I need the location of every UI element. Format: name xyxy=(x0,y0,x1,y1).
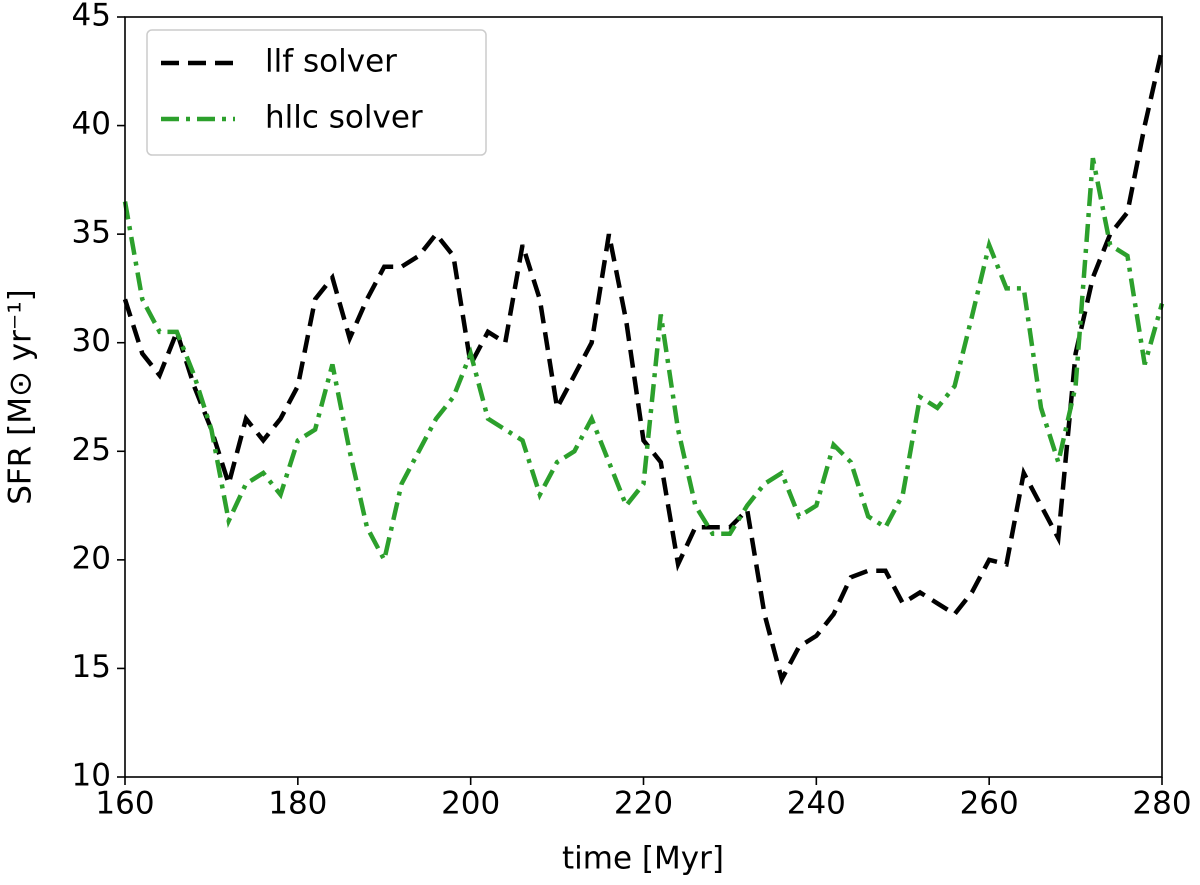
y-tick-label: 40 xyxy=(72,106,111,142)
x-tick-label: 200 xyxy=(441,786,500,822)
line-series xyxy=(122,49,1165,686)
x-tick-label: 240 xyxy=(787,786,846,822)
line-series xyxy=(122,157,1165,567)
plot-frame xyxy=(124,16,1163,778)
x-tick-label: 160 xyxy=(95,786,154,822)
y-tick-label: 30 xyxy=(72,323,111,359)
y-tick-label: 20 xyxy=(72,540,111,576)
y-axis-label: SFR [M⊙ yr⁻¹] xyxy=(3,289,39,505)
x-tick-label: 280 xyxy=(1132,786,1191,822)
y-tick-label: 15 xyxy=(72,649,111,685)
y-tick-label: 25 xyxy=(72,432,111,468)
y-tick-label: 10 xyxy=(72,758,111,794)
x-tick-label: 220 xyxy=(614,786,673,822)
y-tick-label: 45 xyxy=(72,0,111,34)
y-tick-label: 35 xyxy=(72,215,111,251)
x-tick-label: 260 xyxy=(960,786,1019,822)
x-axis-label: time [Myr] xyxy=(562,841,724,877)
x-tick-label: 180 xyxy=(268,786,327,822)
legend-label: llf solver xyxy=(265,44,397,80)
legend-label: hllc solver xyxy=(265,100,423,136)
